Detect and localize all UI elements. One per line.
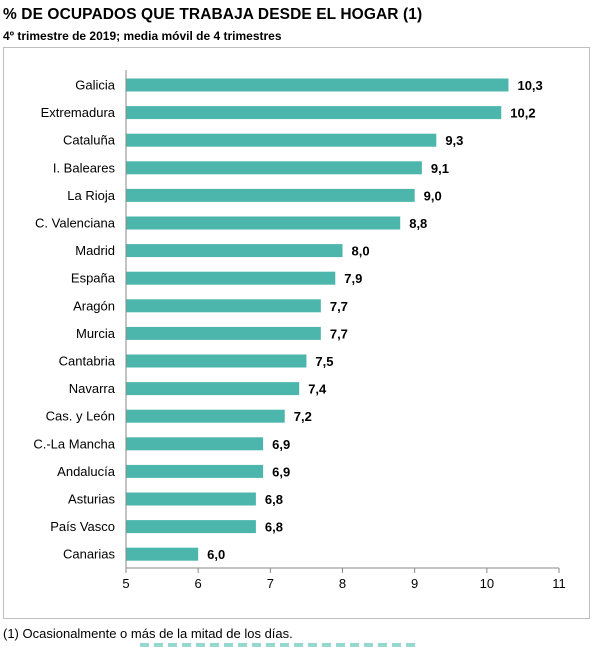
category-label: España [71,271,116,286]
x-tick-label: 5 [122,576,129,591]
value-label: 8,8 [409,216,427,231]
category-label: Madrid [75,243,115,258]
value-label: 7,4 [308,382,327,397]
x-tick-label: 6 [195,576,202,591]
bar [126,188,415,202]
x-tick-label: 10 [480,576,494,591]
category-label: Navarra [69,381,116,396]
category-label: Cataluña [63,133,116,148]
value-label: 8,0 [352,244,370,259]
bar [126,299,321,313]
category-label: C. Valenciana [35,216,116,231]
bar [126,520,256,534]
category-label: La Rioja [67,188,115,203]
bar [126,354,307,368]
category-label: Canarias [63,547,116,562]
x-tick-label: 9 [411,576,418,591]
category-labels-group: Galicia Extremadura Cataluña I. Baleares La … [33,78,115,562]
value-labels-group: 10,3 10,2 9,3 9,1 9,0 8,8 8,0 7,9 7,7 7,7 7,5 7,4 7,… [207,78,543,562]
value-label: 6,8 [265,520,283,535]
bar [126,492,256,506]
value-label: 6,8 [265,492,283,507]
category-label: C.-La Mancha [33,436,115,451]
x-tick-label: 7 [267,576,274,591]
value-label: 9,3 [445,133,463,148]
x-axis: 5 6 7 8 9 10 11 [122,70,566,591]
chart-frame [3,47,590,619]
category-label: Asturias [68,492,115,507]
value-label: 7,7 [330,299,348,314]
bar [126,271,336,285]
value-label: 10,3 [517,78,542,93]
bar [126,78,509,92]
bar [126,437,264,451]
value-label: 7,7 [330,326,348,341]
bar [126,106,502,120]
bars-group [126,78,509,561]
bar [126,382,300,396]
value-label: 10,2 [510,106,535,121]
value-label: 6,9 [272,437,290,452]
bar [126,464,264,478]
bar [126,161,422,175]
category-label: Murcia [76,326,116,341]
value-label: 7,2 [294,409,312,424]
chart-title: % DE OCUPADOS QUE TRABAJA DESDE EL HOGAR… [3,6,423,23]
chart-subtitle: 4º trimestre de 2019; media móvil de 4 t… [3,29,282,43]
x-tick-label: 11 [552,576,566,591]
value-label: 6,0 [207,547,225,562]
category-label: Aragón [73,298,115,313]
category-label: Cantabria [59,354,116,369]
bar [126,244,343,258]
category-label: I. Baleares [53,160,116,175]
value-label: 7,9 [344,271,362,286]
category-label: Extremadura [41,105,116,120]
value-label: 7,5 [315,354,333,369]
value-label: 6,9 [272,464,290,479]
decorative-strip [140,643,420,647]
bar [126,409,285,423]
bar [126,547,199,561]
value-label: 9,0 [424,188,442,203]
category-label: País Vasco [50,519,115,534]
category-label: Andalucía [57,464,116,479]
bar [126,326,321,340]
bar [126,216,401,230]
category-label: Galicia [75,78,116,93]
bar [126,133,437,147]
value-label: 9,1 [431,161,449,176]
category-label: Cas. y León [46,409,115,424]
footnote: (1) Ocasionalmente o más de la mitad de … [3,626,293,641]
x-tick-label: 8 [339,576,346,591]
